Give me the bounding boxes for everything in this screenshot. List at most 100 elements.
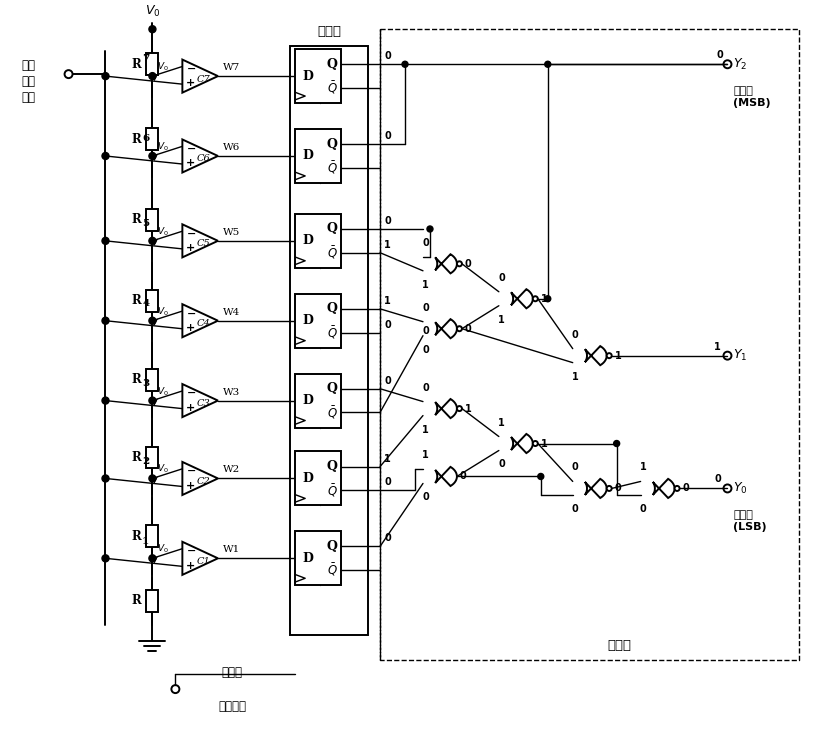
Bar	[295, 452, 341, 505]
Circle shape	[102, 555, 109, 562]
Text: W3: W3	[223, 388, 240, 397]
Bar	[295, 373, 341, 428]
Bar	[146, 209, 158, 231]
Text: $Y_1$: $Y_1$	[734, 348, 747, 363]
Text: −: −	[186, 228, 196, 239]
Text: 1: 1	[714, 342, 721, 352]
Text: 编码器: 编码器	[608, 639, 632, 651]
Text: 1: 1	[572, 372, 579, 382]
Circle shape	[102, 237, 109, 244]
Circle shape	[149, 153, 156, 160]
Text: −: −	[186, 466, 196, 476]
Text: 0: 0	[422, 238, 429, 248]
Polygon shape	[511, 289, 533, 308]
Text: $V_0$: $V_0$	[157, 543, 169, 555]
Text: 0: 0	[384, 376, 391, 386]
Text: 1: 1	[384, 239, 391, 250]
Bar	[295, 214, 341, 268]
Circle shape	[149, 72, 156, 80]
Text: $\bar{Q}$: $\bar{Q}$	[326, 245, 338, 261]
Polygon shape	[182, 462, 218, 495]
Circle shape	[149, 26, 156, 32]
Bar	[146, 369, 158, 391]
Text: R: R	[131, 133, 141, 145]
Text: 0: 0	[572, 462, 579, 472]
Text: 6: 6	[142, 134, 149, 143]
Text: C7: C7	[197, 75, 211, 84]
Text: Q: Q	[326, 303, 338, 316]
Text: 0: 0	[572, 505, 579, 514]
Text: $V_0$: $V_0$	[157, 225, 169, 238]
Circle shape	[102, 317, 109, 325]
Text: −: −	[186, 64, 196, 74]
Circle shape	[149, 237, 156, 244]
Text: 0: 0	[498, 459, 505, 469]
Circle shape	[427, 226, 433, 232]
Text: 0: 0	[460, 471, 467, 481]
Circle shape	[102, 475, 109, 482]
Text: 0: 0	[384, 51, 391, 61]
Text: +: +	[186, 561, 196, 571]
Text: D: D	[303, 552, 313, 565]
Circle shape	[149, 475, 156, 482]
Text: W7: W7	[223, 63, 240, 72]
Bar	[146, 526, 158, 547]
Text: W2: W2	[223, 465, 240, 474]
Text: 0: 0	[422, 326, 429, 336]
Text: Q: Q	[326, 540, 338, 553]
Text: 1: 1	[498, 417, 505, 428]
Bar	[295, 532, 341, 585]
Text: R: R	[131, 58, 141, 71]
Text: 1: 1	[465, 404, 472, 413]
Text: 1: 1	[614, 351, 622, 361]
Text: 比较器: 比较器	[222, 666, 243, 678]
Text: $\bar{Q}$: $\bar{Q}$	[326, 80, 338, 96]
Circle shape	[457, 406, 462, 411]
Text: 0: 0	[572, 330, 579, 340]
Circle shape	[606, 486, 612, 491]
Text: 0: 0	[422, 345, 429, 355]
Circle shape	[606, 353, 612, 358]
Text: R: R	[131, 213, 141, 227]
Bar	[290, 46, 368, 636]
Text: 1: 1	[541, 294, 548, 303]
Text: 0: 0	[384, 477, 391, 487]
Bar	[146, 290, 158, 312]
Text: D: D	[303, 314, 313, 328]
Text: 时钟信号: 时钟信号	[219, 700, 246, 713]
Text: +: +	[186, 243, 196, 253]
Text: 1: 1	[422, 280, 429, 290]
Text: 4: 4	[142, 299, 149, 308]
Text: W1: W1	[223, 545, 240, 554]
Text: C4: C4	[197, 319, 211, 328]
Text: C5: C5	[197, 239, 211, 248]
Text: Q: Q	[326, 138, 338, 151]
Circle shape	[614, 441, 619, 447]
Text: +: +	[186, 403, 196, 413]
Text: 0: 0	[384, 131, 391, 141]
Text: 1: 1	[422, 425, 429, 434]
Text: 模拟
信号
输入: 模拟 信号 输入	[22, 59, 36, 104]
Text: 1: 1	[640, 462, 646, 472]
Text: $V_0$: $V_0$	[157, 305, 169, 318]
Text: +: +	[186, 481, 196, 491]
Polygon shape	[182, 59, 218, 93]
Text: C3: C3	[197, 399, 211, 408]
Polygon shape	[435, 467, 457, 486]
Text: W4: W4	[223, 308, 240, 317]
Text: $Y_2$: $Y_2$	[734, 56, 747, 72]
Polygon shape	[435, 255, 457, 273]
Polygon shape	[585, 346, 606, 365]
Text: R: R	[131, 294, 141, 307]
Polygon shape	[435, 319, 457, 338]
Text: W6: W6	[223, 143, 240, 152]
Text: C2: C2	[197, 477, 211, 486]
Circle shape	[149, 397, 156, 404]
Text: −: −	[186, 144, 196, 154]
Text: 2: 2	[142, 457, 149, 466]
Text: 1: 1	[384, 296, 391, 306]
Text: C1: C1	[197, 556, 211, 566]
Text: −: −	[186, 389, 196, 398]
Circle shape	[102, 72, 109, 80]
Text: $\bar{Q}$: $\bar{Q}$	[326, 160, 338, 176]
